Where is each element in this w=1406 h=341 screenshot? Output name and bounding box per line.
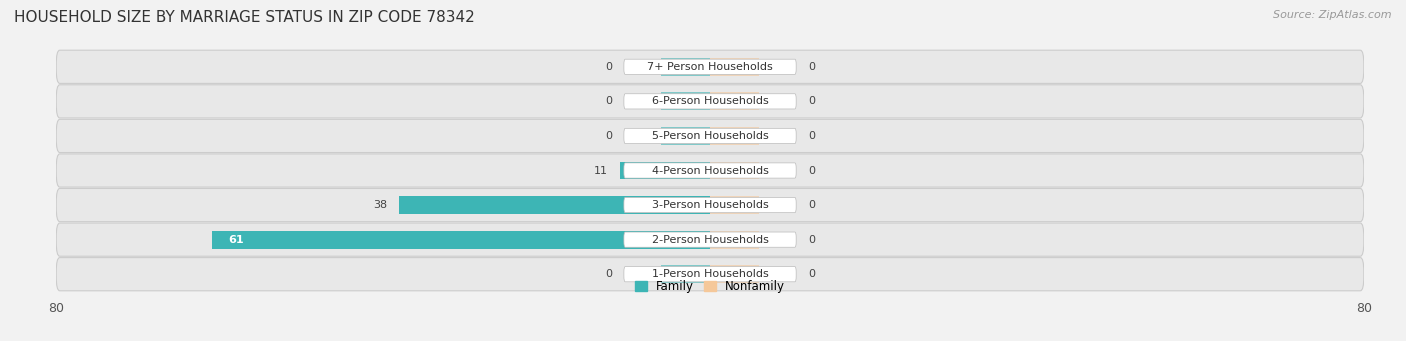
Bar <box>710 265 759 283</box>
Legend: Family, Nonfamily: Family, Nonfamily <box>636 280 785 293</box>
FancyBboxPatch shape <box>624 128 796 144</box>
Text: 0: 0 <box>808 200 815 210</box>
Text: 6-Person Households: 6-Person Households <box>651 97 769 106</box>
Text: Source: ZipAtlas.com: Source: ZipAtlas.com <box>1274 10 1392 20</box>
Text: 61: 61 <box>228 235 243 244</box>
FancyBboxPatch shape <box>624 197 796 213</box>
Text: 11: 11 <box>593 165 607 176</box>
Bar <box>661 92 710 110</box>
FancyBboxPatch shape <box>56 189 1364 222</box>
FancyBboxPatch shape <box>624 232 796 247</box>
Text: 1-Person Households: 1-Person Households <box>651 269 769 279</box>
Text: 2-Person Households: 2-Person Households <box>651 235 769 244</box>
Bar <box>710 231 759 249</box>
Bar <box>661 127 710 145</box>
Bar <box>710 58 759 76</box>
FancyBboxPatch shape <box>56 154 1364 187</box>
FancyBboxPatch shape <box>624 267 796 282</box>
Text: 0: 0 <box>605 97 612 106</box>
FancyBboxPatch shape <box>56 119 1364 152</box>
Text: 0: 0 <box>605 62 612 72</box>
Text: 0: 0 <box>605 269 612 279</box>
Text: 0: 0 <box>808 131 815 141</box>
Text: 4-Person Households: 4-Person Households <box>651 165 769 176</box>
Bar <box>211 231 710 249</box>
Text: 38: 38 <box>373 200 387 210</box>
Text: HOUSEHOLD SIZE BY MARRIAGE STATUS IN ZIP CODE 78342: HOUSEHOLD SIZE BY MARRIAGE STATUS IN ZIP… <box>14 10 475 25</box>
FancyBboxPatch shape <box>624 94 796 109</box>
Text: 0: 0 <box>605 131 612 141</box>
Text: 0: 0 <box>808 235 815 244</box>
Text: 3-Person Households: 3-Person Households <box>651 200 769 210</box>
Text: 0: 0 <box>808 269 815 279</box>
Bar <box>710 92 759 110</box>
Text: 0: 0 <box>808 165 815 176</box>
FancyBboxPatch shape <box>624 59 796 74</box>
FancyBboxPatch shape <box>56 85 1364 118</box>
Text: 5-Person Households: 5-Person Households <box>651 131 769 141</box>
Bar <box>620 162 710 179</box>
Text: 7+ Person Households: 7+ Person Households <box>647 62 773 72</box>
Bar <box>710 127 759 145</box>
Text: 0: 0 <box>808 97 815 106</box>
Bar <box>661 265 710 283</box>
Text: 0: 0 <box>808 62 815 72</box>
Bar <box>399 196 710 214</box>
FancyBboxPatch shape <box>56 257 1364 291</box>
FancyBboxPatch shape <box>56 223 1364 256</box>
Bar <box>710 196 759 214</box>
FancyBboxPatch shape <box>56 50 1364 84</box>
Bar <box>710 162 759 179</box>
FancyBboxPatch shape <box>624 163 796 178</box>
Bar <box>661 58 710 76</box>
